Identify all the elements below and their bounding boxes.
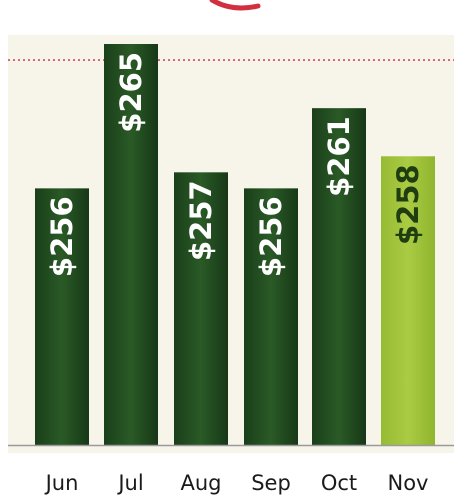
value-label-nov: $258 <box>391 164 425 245</box>
x-tick-aug: Aug <box>180 471 221 495</box>
x-tick-nov: Nov <box>388 471 429 495</box>
x-tick-jul: Jul <box>116 471 143 495</box>
value-label-jun: $256 <box>45 196 79 277</box>
bar-oct <box>312 108 366 445</box>
x-tick-jun: Jun <box>44 471 79 495</box>
x-tick-labels-layer: Jun Jul Aug Sep Oct Nov <box>44 471 429 495</box>
value-label-oct: $261 <box>322 116 356 197</box>
bar-aug <box>174 172 228 445</box>
x-tick-sep: Sep <box>251 471 291 495</box>
value-label-aug: $257 <box>184 180 218 261</box>
bar-sep <box>244 188 298 446</box>
bar-jun <box>35 188 89 446</box>
x-tick-oct: Oct <box>321 471 357 495</box>
title-fragment <box>209 0 261 11</box>
value-label-jul: $265 <box>114 52 148 133</box>
bar-nov <box>381 156 435 445</box>
value-labels-layer: $256 $265 $257 $256 $261 $258 <box>45 52 425 277</box>
value-label-sep: $256 <box>254 196 288 277</box>
bar-jul <box>104 44 158 445</box>
bars-layer <box>35 44 435 446</box>
